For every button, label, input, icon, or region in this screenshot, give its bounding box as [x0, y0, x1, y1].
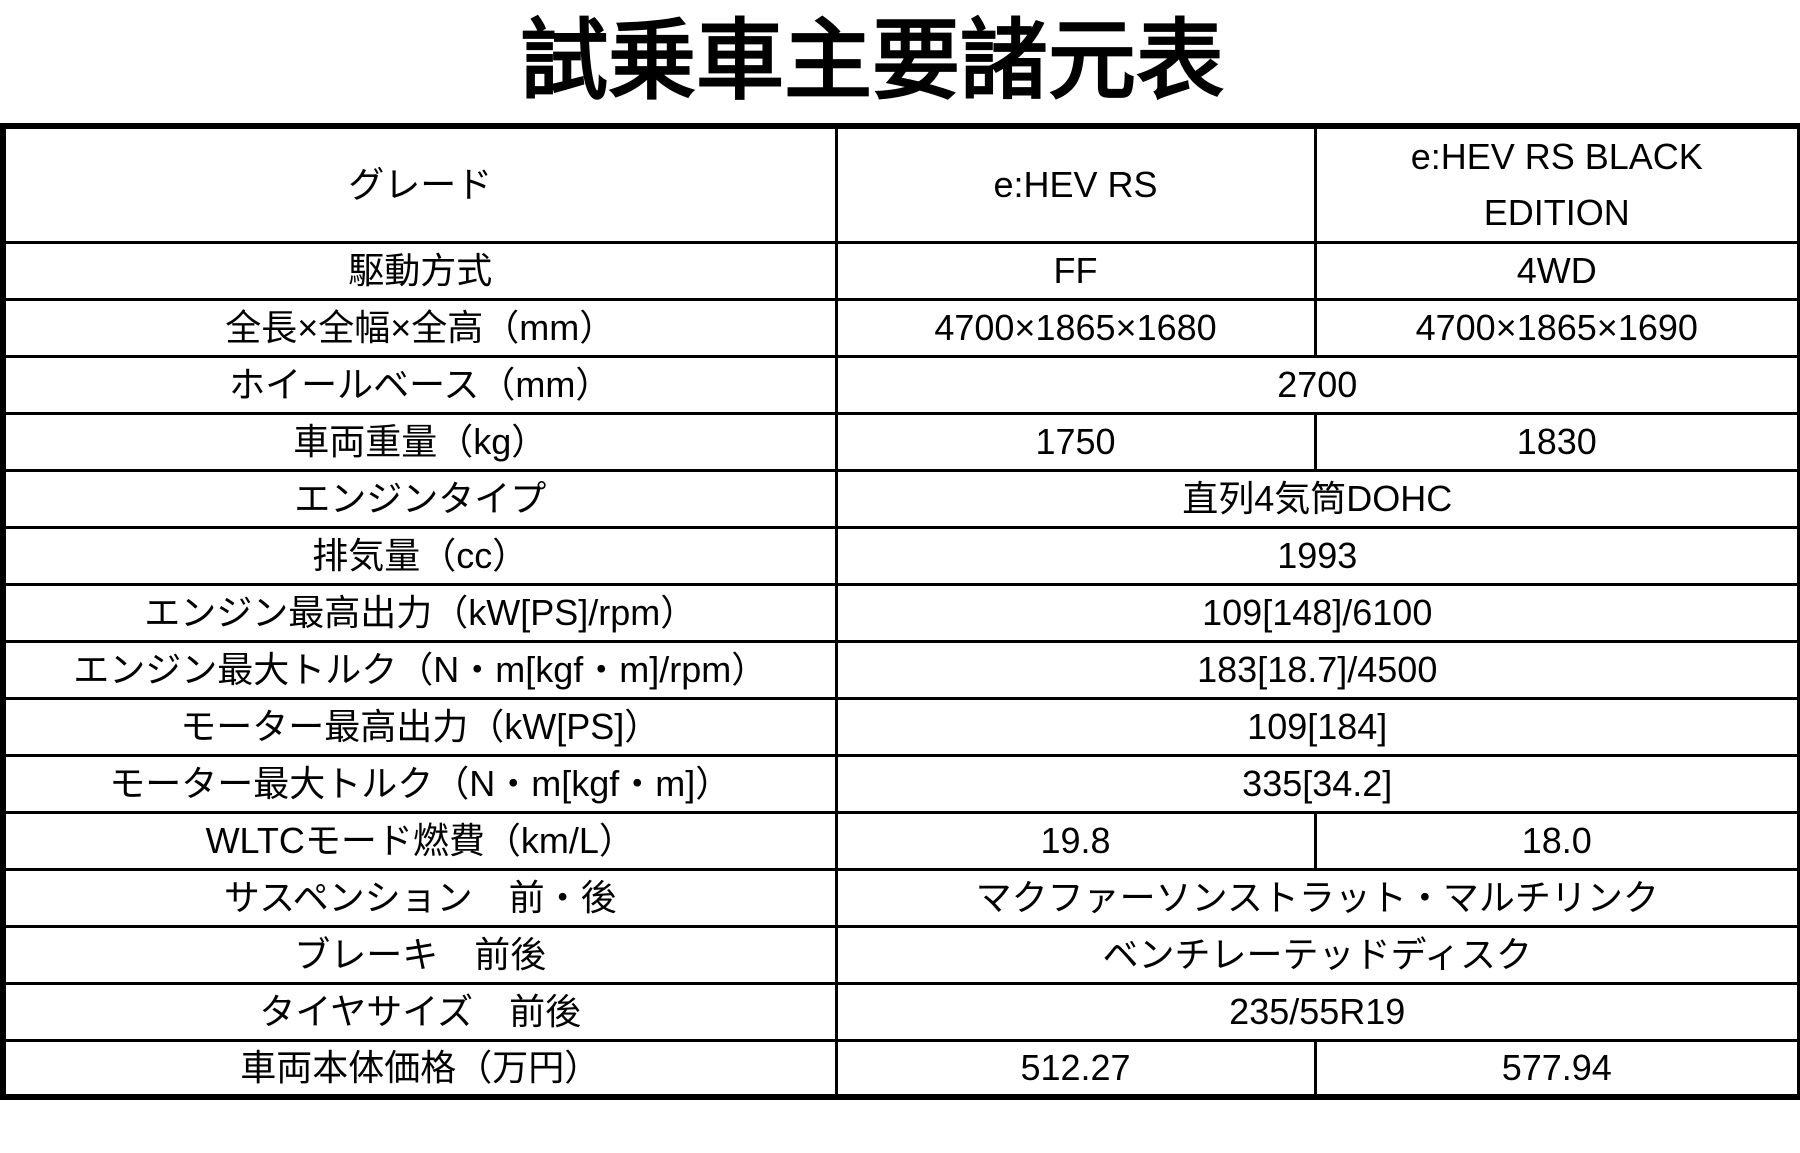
spec-label: モーター最大トルク（N・m[kgf・m]） — [1, 753, 838, 814]
page-title: 試乗車主要諸元表 — [519, 11, 1224, 110]
spec-label: エンジン最高出力（kW[PS]/rpm） — [1, 582, 838, 643]
spec-value: 235/55R19 — [834, 981, 1800, 1042]
spec-value: 4700×1865×1680 — [834, 297, 1317, 358]
header-grade-ehev-rs-black-edition: e:HEV RS BLACK EDITION — [1313, 124, 1800, 244]
spec-value: 18.0 — [1313, 810, 1800, 871]
row-dimensions: 全長×全幅×全高（mm） 4700×1865×1680 4700×1865×16… — [1, 297, 1800, 358]
spec-value: 1993 — [834, 525, 1800, 586]
row-motor-max-output: モーター最高出力（kW[PS]） 109[184] — [1, 696, 1800, 757]
row-engine-max-torque: エンジン最大トルク（N・m[kgf・m]/rpm） 183[18.7]/4500 — [1, 639, 1800, 700]
spec-label: サスペンション 前・後 — [1, 867, 838, 928]
spec-label: ホイールベース（mm） — [1, 354, 838, 415]
spec-label: 駆動方式 — [1, 240, 838, 301]
row-wltc-fuel-economy: WLTCモード燃費（km/L） 19.8 18.0 — [1, 810, 1800, 871]
spec-label: エンジンタイプ — [1, 468, 838, 529]
row-vehicle-weight: 車両重量（kg） 1750 1830 — [1, 411, 1800, 472]
spec-value: 335[34.2] — [834, 753, 1800, 814]
spec-value: 直列4気筒DOHC — [834, 468, 1800, 529]
row-drive-type: 駆動方式 FF 4WD — [1, 240, 1800, 301]
row-price: 車両本体価格（万円） 512.27 577.94 — [1, 1038, 1800, 1099]
spec-value: 109[148]/6100 — [834, 582, 1800, 643]
row-motor-max-torque: モーター最大トルク（N・m[kgf・m]） 335[34.2] — [1, 753, 1800, 814]
header-grade-label: グレード — [1, 124, 838, 244]
spec-label: エンジン最大トルク（N・m[kgf・m]/rpm） — [1, 639, 838, 700]
spec-label: ブレーキ 前後 — [1, 924, 838, 985]
spec-label: 車両重量（kg） — [1, 411, 838, 472]
row-tire-size: タイヤサイズ 前後 235/55R19 — [1, 981, 1800, 1042]
spec-value: 19.8 — [834, 810, 1317, 871]
header-grade-ehev-rs-black-edition-text: e:HEV RS BLACK EDITION — [1410, 136, 1703, 233]
row-displacement: 排気量（cc） 1993 — [1, 525, 1800, 586]
spec-value: マクファーソンストラット・マルチリンク — [834, 867, 1800, 928]
spec-label: モーター最高出力（kW[PS]） — [1, 696, 838, 757]
spec-value: 1750 — [834, 411, 1317, 472]
row-engine-max-output: エンジン最高出力（kW[PS]/rpm） 109[148]/6100 — [1, 582, 1800, 643]
row-suspension: サスペンション 前・後 マクファーソンストラット・マルチリンク — [1, 867, 1800, 928]
spec-value: 4WD — [1313, 240, 1800, 301]
row-engine-type: エンジンタイプ 直列4気筒DOHC — [1, 468, 1800, 529]
table-header-row: グレード e:HEV RS e:HEV RS BLACK EDITION — [1, 124, 1800, 244]
spec-value: 512.27 — [834, 1038, 1317, 1099]
spec-value: 577.94 — [1313, 1038, 1800, 1099]
spec-value: ベンチレーテッドディスク — [834, 924, 1800, 985]
spec-label: 全長×全幅×全高（mm） — [1, 297, 838, 358]
row-brakes: ブレーキ 前後 ベンチレーテッドディスク — [1, 924, 1800, 985]
spec-value: 109[184] — [834, 696, 1800, 757]
spec-value: FF — [834, 240, 1317, 301]
spec-value: 1830 — [1313, 411, 1800, 472]
spec-label: タイヤサイズ 前後 — [1, 981, 838, 1042]
spec-table: グレード e:HEV RS e:HEV RS BLACK EDITION 駆動方… — [0, 123, 1800, 1101]
spec-label: 排気量（cc） — [1, 525, 838, 586]
spec-value: 2700 — [834, 354, 1800, 415]
spec-value: 183[18.7]/4500 — [834, 639, 1800, 700]
spec-value: 4700×1865×1690 — [1313, 297, 1800, 358]
spec-label: WLTCモード燃費（km/L） — [1, 810, 838, 871]
row-wheelbase: ホイールベース（mm） 2700 — [1, 354, 1800, 415]
spec-label: 車両本体価格（万円） — [1, 1038, 838, 1099]
header-grade-ehev-rs: e:HEV RS — [834, 124, 1317, 244]
